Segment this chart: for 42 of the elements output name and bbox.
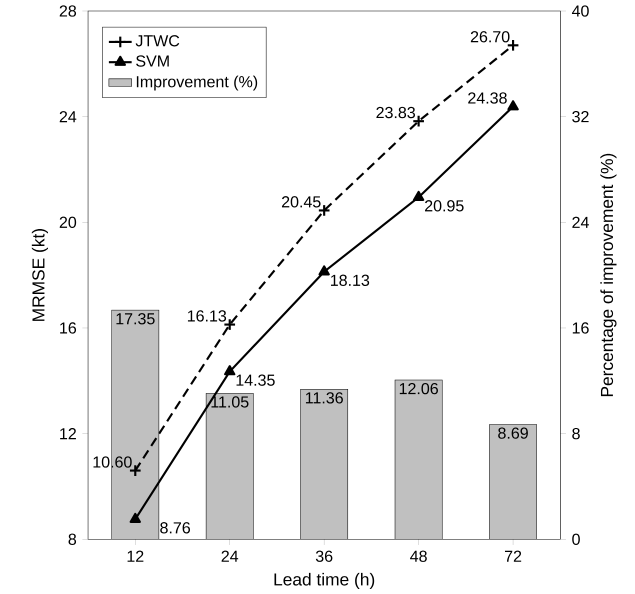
y2-tick-label: 8 xyxy=(572,428,580,440)
data-label: 18.13 xyxy=(330,274,370,286)
data-label: 11.05 xyxy=(212,396,248,408)
data-label: 26.70 xyxy=(470,30,510,42)
y2-tick-label: 24 xyxy=(572,216,589,228)
y-axis-title: MRMSE (kt) xyxy=(32,228,48,321)
y-tick-label: 20 xyxy=(60,216,76,228)
y2-tick-label: 32 xyxy=(572,110,589,122)
legend-label: Improvement (%) xyxy=(136,75,258,90)
y2-axis-title: Percentage of improvement (%) xyxy=(600,154,617,396)
data-label: 14.35 xyxy=(236,374,275,386)
data-label: 23.83 xyxy=(376,106,415,118)
x-tick-label: 36 xyxy=(316,550,332,562)
data-label: 20.45 xyxy=(282,196,321,208)
point xyxy=(130,512,141,523)
data-label: 17.35 xyxy=(116,312,155,324)
y-tick-label: 28 xyxy=(60,5,76,16)
point xyxy=(224,364,236,376)
data-label: 24.38 xyxy=(468,92,507,104)
y-tick-label: 16 xyxy=(60,322,76,334)
point xyxy=(412,190,424,201)
legend-label: JTWC xyxy=(136,34,180,46)
data-label: 20.95 xyxy=(425,200,464,212)
point xyxy=(318,265,330,276)
data-label: 8.76 xyxy=(160,522,190,534)
x-tick-label: 48 xyxy=(410,550,427,562)
x-tick-label: 24 xyxy=(222,550,238,562)
point xyxy=(507,100,519,110)
y-tick-label: 8 xyxy=(68,533,76,545)
data-label: 8.69 xyxy=(498,427,528,439)
data-label: 12.06 xyxy=(400,382,438,394)
y-tick-label: 12 xyxy=(60,428,76,440)
x-tick-label: 12 xyxy=(128,550,144,562)
y-tick-label: 24 xyxy=(60,110,76,122)
y2-tick-label: 16 xyxy=(572,322,589,334)
y2-tick-label: 0 xyxy=(572,533,580,545)
x-axis-title: Lead time (h) xyxy=(274,572,374,589)
y2-tick-label: 40 xyxy=(572,5,589,16)
data-label: 11.36 xyxy=(306,392,343,404)
x-tick-label: 72 xyxy=(504,550,522,562)
legend-label: SVM xyxy=(136,55,169,67)
data-label: 16.13 xyxy=(188,310,226,322)
